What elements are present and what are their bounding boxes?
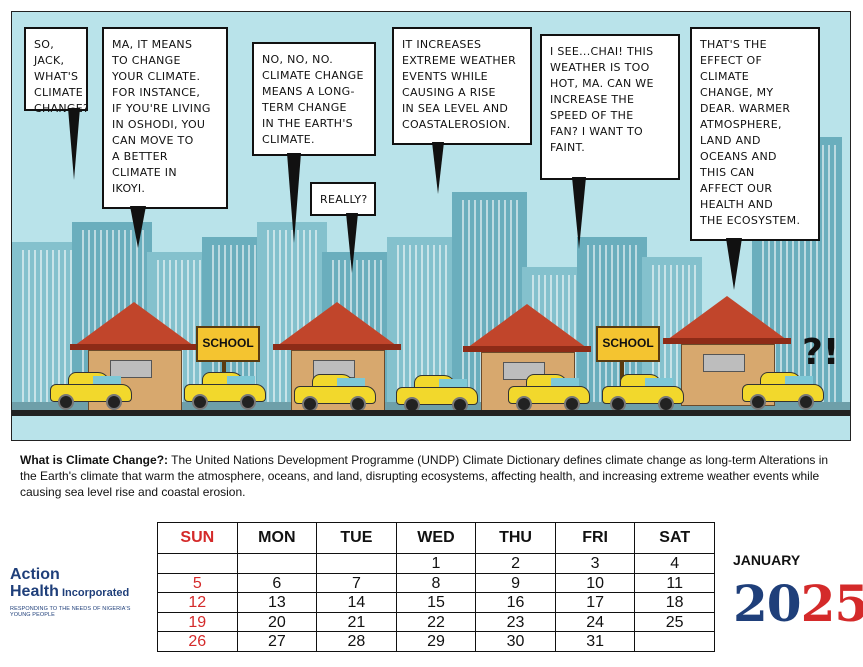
day-header-thu: THU	[475, 521, 556, 555]
definition-body: The United Nations Development Programme…	[20, 453, 829, 499]
calendar-day	[634, 631, 715, 652]
house	[663, 296, 791, 406]
bubble-tail	[726, 238, 742, 290]
bubble-tail	[432, 142, 444, 194]
logo-tagline: RESPONDING TO THE NEEDS OF NIGERIA'S YOU…	[10, 606, 131, 618]
building	[12, 242, 82, 412]
logo-line-2: Health Incorporated	[10, 583, 130, 600]
bubble-tail	[68, 108, 80, 180]
speech-bubble-6: I SEE...CHAI! THIS WEATHER IS TOO HOT, M…	[540, 34, 680, 180]
calendar-week-row: 5 6 7 8 9 10 11	[157, 572, 715, 594]
calendar-week-row: 26 27 28 29 30 31	[157, 631, 715, 652]
calendar-day: 26	[157, 631, 238, 652]
calendar-header-row: SUN MON TUE WED THU FRI SAT	[157, 521, 715, 555]
calendar-day: 16	[475, 592, 556, 613]
calendar-day: 21	[316, 611, 397, 633]
month-label: JANUARY	[733, 552, 801, 568]
calendar-day: 12	[157, 592, 238, 613]
bubble-tail	[287, 153, 301, 243]
day-header-sat: SAT	[634, 521, 715, 555]
year-label: 2025	[733, 576, 863, 632]
calendar-day: 3	[554, 553, 636, 574]
calendar-week-row: 1 2 3 4	[157, 553, 715, 574]
day-header-wed: WED	[395, 521, 477, 555]
taxi-car	[294, 374, 376, 412]
calendar-day: 28	[316, 631, 397, 652]
calendar-day: 24	[554, 611, 636, 633]
day-header-mon: MON	[236, 521, 318, 555]
definition-lead: What is Climate Change?:	[20, 453, 169, 467]
calendar-day: 23	[475, 611, 556, 633]
calendar-day: 5	[157, 572, 238, 594]
calendar-week-row: 19 20 21 22 23 24 25	[157, 611, 715, 633]
calendar-day: 7	[316, 572, 397, 594]
calendar-day: 22	[395, 611, 477, 633]
calendar-day: 8	[395, 572, 477, 594]
calendar-day: 29	[395, 631, 477, 652]
speech-bubble-1: SO, JACK, WHAT'S CLIMATE CHANGE?	[24, 27, 89, 115]
sign-post	[222, 360, 226, 380]
action-health-logo: Action Health Incorporated RESPONDING TO…	[10, 566, 150, 618]
taxi-car	[508, 374, 590, 412]
calendar-day	[157, 553, 238, 574]
day-header-fri: FRI	[554, 521, 636, 555]
calendar-grid: SUN MON TUE WED THU FRI SAT 1 2 3 4 5 6 …	[157, 521, 715, 652]
taxi-car	[742, 372, 824, 410]
calendar-day: 14	[316, 592, 397, 613]
bubble-tail	[346, 213, 358, 273]
calendar-day	[236, 553, 318, 574]
calendar-day: 15	[395, 592, 477, 613]
calendar-day: 2	[475, 553, 556, 574]
street	[12, 410, 850, 416]
calendar-day: 9	[475, 572, 556, 594]
calendar-day: 10	[554, 572, 636, 594]
calendar-day: 13	[236, 592, 318, 613]
bubble-tail	[130, 206, 146, 248]
speech-bubble-4: REALLY?	[310, 182, 376, 216]
house	[463, 304, 591, 414]
speech-bubble-5: IT INCREASES EXTREME WEATHER EVENTS WHIL…	[392, 27, 532, 145]
exclamation-mark: ?!	[802, 332, 840, 373]
day-header-tue: TUE	[316, 521, 397, 555]
climate-change-definition: What is Climate Change?: The United Nati…	[20, 452, 840, 500]
taxi-car	[50, 372, 132, 410]
comic-panel: SCHOOL SCHOOL ?! SO, JACK, WHAT'S CLIMAT…	[11, 11, 851, 441]
calendar-day: 20	[236, 611, 318, 633]
calendar-day	[316, 553, 397, 574]
school-sign: SCHOOL	[596, 326, 660, 362]
calendar-day: 25	[634, 611, 715, 633]
speech-bubble-3: NO, NO, NO. CLIMATE CHANGE MEANS A LONG-…	[252, 42, 376, 156]
year-digits-2: 25	[800, 574, 863, 633]
calendar-day: 4	[634, 553, 715, 574]
house	[70, 302, 198, 412]
school-sign: SCHOOL	[196, 326, 260, 362]
day-header-sun: SUN	[157, 521, 238, 555]
calendar-day: 6	[236, 572, 318, 594]
calendar-day: 1	[395, 553, 477, 574]
speech-bubble-2: MA, IT MEANS TO CHANGE YOUR CLIMATE. FOR…	[102, 27, 228, 209]
bubble-tail	[572, 177, 586, 249]
calendar-day: 19	[157, 611, 238, 633]
taxi-car	[184, 372, 266, 410]
ground	[12, 402, 850, 410]
year-digits-1: 20	[733, 574, 802, 633]
taxi-car	[396, 375, 478, 413]
calendar-week-row: 12 13 14 15 16 17 18	[157, 592, 715, 613]
logo-line-1: Action	[10, 566, 60, 583]
calendar-day: 17	[554, 592, 636, 613]
calendar-day: 27	[236, 631, 318, 652]
calendar-day: 30	[475, 631, 556, 652]
speech-bubble-7: THAT'S THE EFFECT OF CLIMATE CHANGE, MY …	[690, 27, 820, 241]
calendar-day: 31	[554, 631, 636, 652]
calendar-day: 18	[634, 592, 715, 613]
sign-post	[620, 360, 624, 380]
calendar-day: 11	[634, 572, 715, 594]
taxi-car	[602, 374, 684, 412]
